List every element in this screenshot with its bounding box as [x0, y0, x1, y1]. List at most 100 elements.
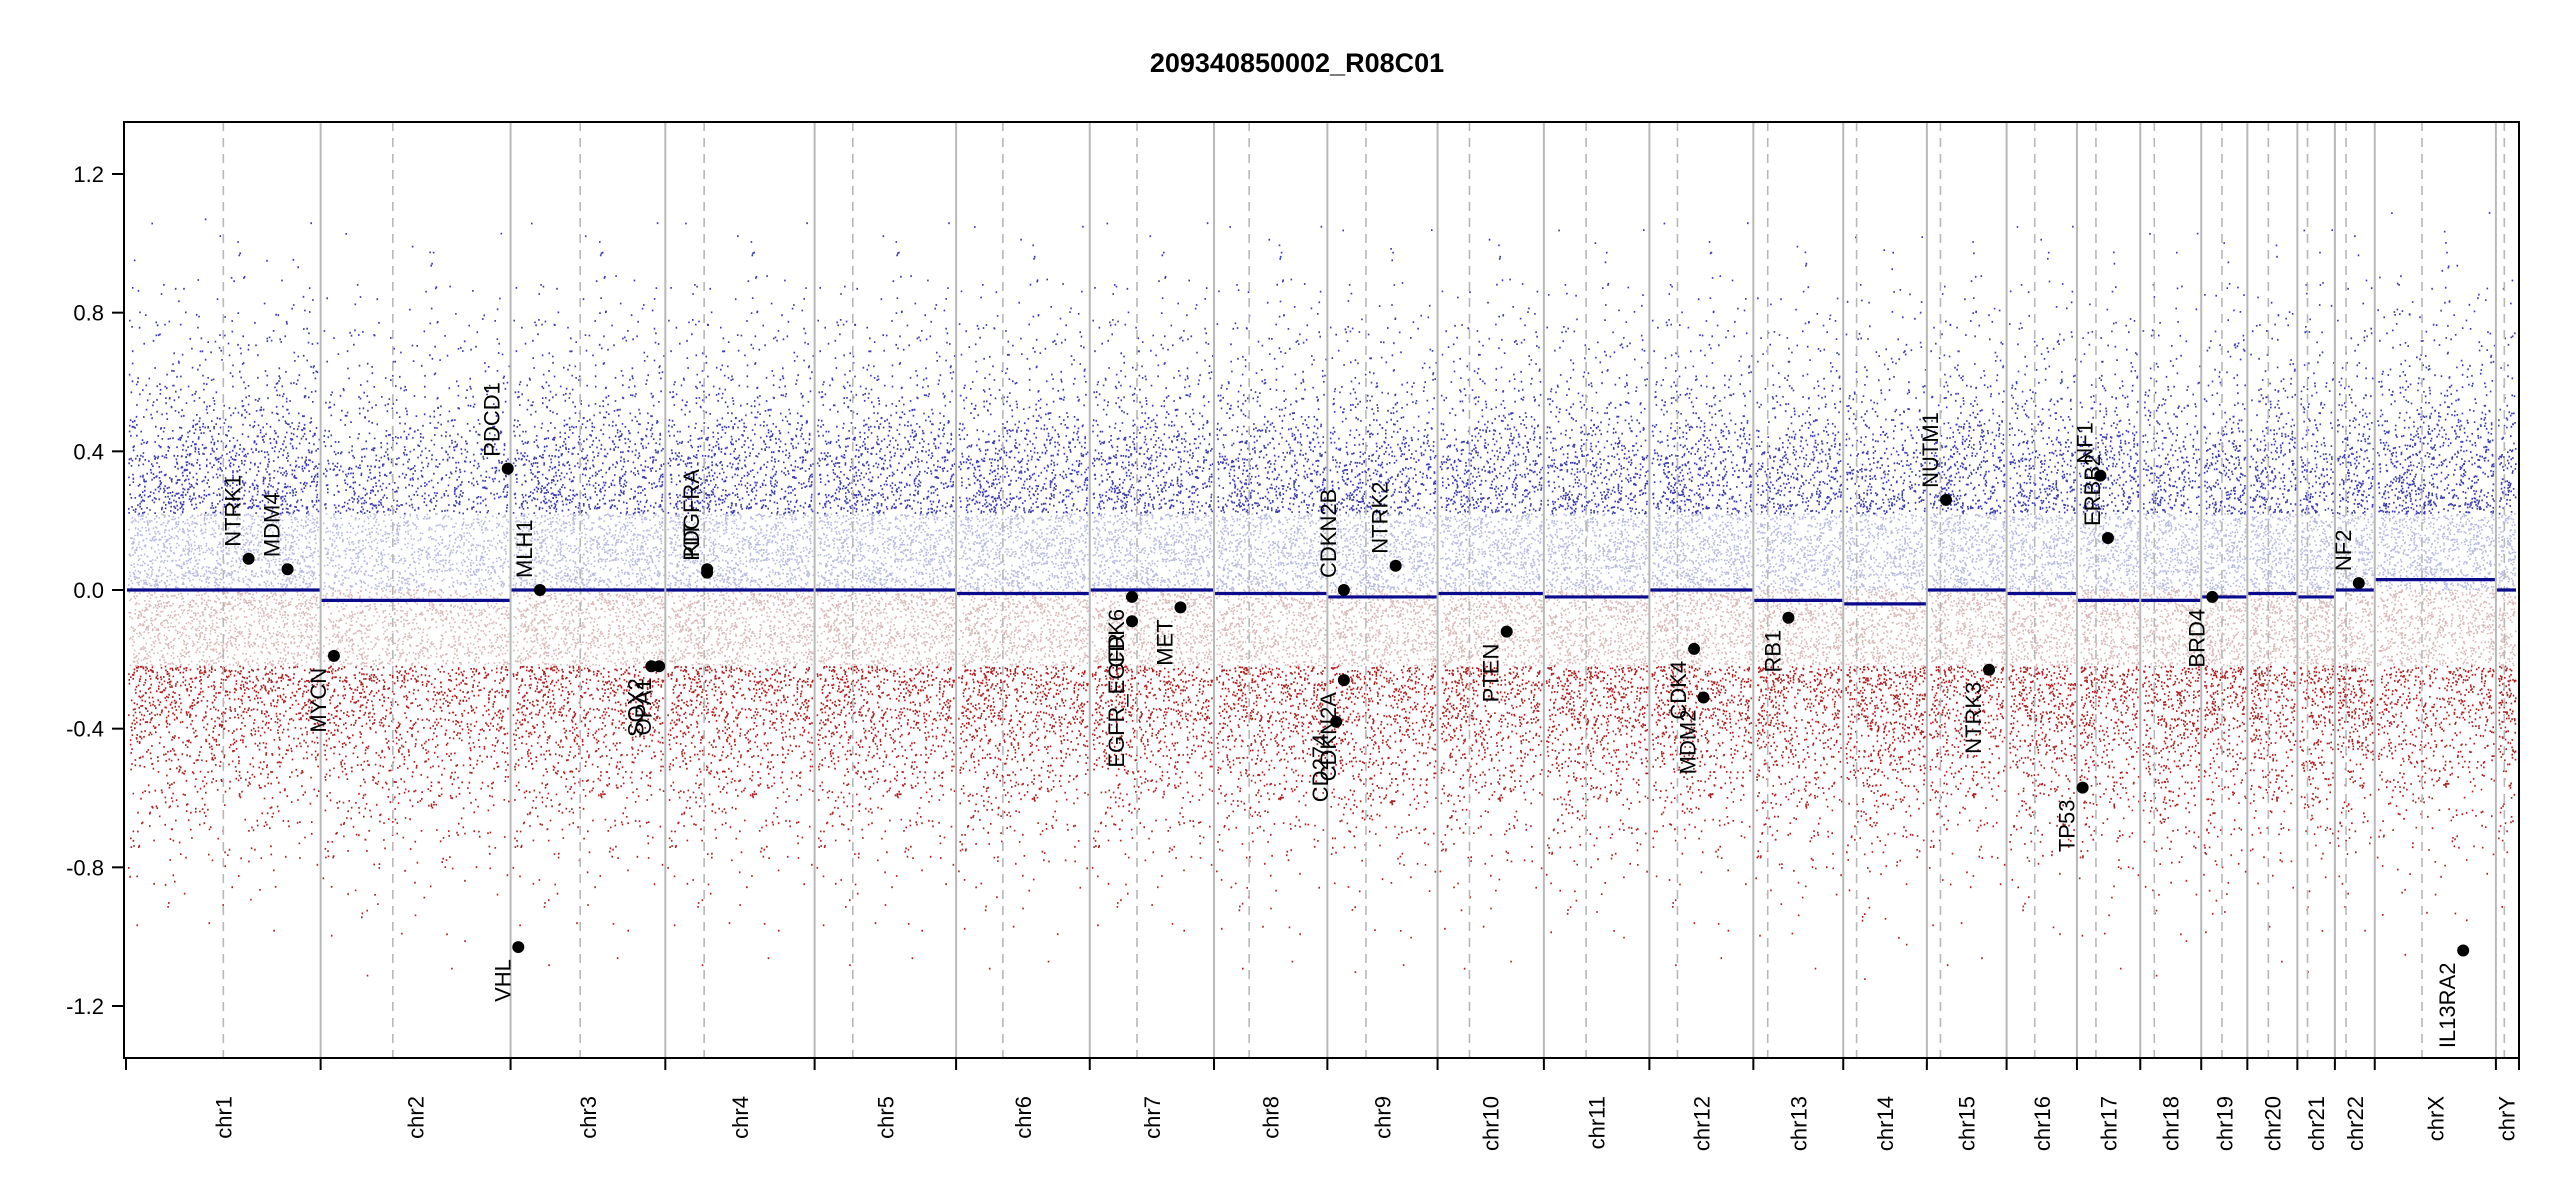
- gene-point-VHL: [512, 941, 525, 954]
- x-tick-label-chr22: chr22: [2343, 1096, 2368, 1151]
- points-layer: [128, 211, 2517, 980]
- gene-point-NF1: [2094, 469, 2107, 482]
- gene-point-NTRK1: [242, 552, 255, 565]
- gene-label-ERBB2: ERBB2: [2080, 454, 2105, 526]
- gain-points-light: [128, 513, 2517, 591]
- x-tick-label-chr4: chr4: [728, 1096, 753, 1139]
- x-tick-label-chr18: chr18: [2159, 1096, 2184, 1151]
- y-tick-label: 0.8: [73, 301, 104, 326]
- y-tick-label: 0.0: [73, 578, 104, 603]
- gene-label-IL13RA2: IL13RA2: [2435, 963, 2460, 1049]
- gene-point-PDCD1: [501, 462, 514, 475]
- x-tick-label-chr9: chr9: [1371, 1096, 1396, 1139]
- gene-label-NTRK2: NTRK2: [1368, 482, 1393, 554]
- y-tick-label: -1.2: [66, 994, 104, 1019]
- gene-label-NTRK3: NTRK3: [1961, 682, 1986, 754]
- gene-point-NUTM1: [1940, 493, 1953, 506]
- gene-point-CDK4: [1688, 642, 1701, 655]
- gene-label-RB1: RB1: [1760, 630, 1785, 673]
- gene-point-MYCN: [327, 649, 340, 662]
- gene-point-NTRK2: [1389, 559, 1402, 572]
- chart-title: 209340850002_R08C01: [1150, 48, 1444, 78]
- x-tick-label-chrX: chrX: [2423, 1096, 2448, 1142]
- x-tick-label-chr21: chr21: [2304, 1096, 2329, 1151]
- gene-label-PDCD1: PDCD1: [480, 382, 505, 457]
- x-tick-label-chr6: chr6: [1011, 1096, 1036, 1139]
- gene-point-ERBB2: [2101, 532, 2114, 544]
- x-tick-label-chr13: chr13: [1786, 1096, 1811, 1151]
- gene-point-OPA1: [653, 660, 666, 673]
- gene-point-BRD4: [2206, 590, 2219, 603]
- gene-label-TP53: TP53: [2055, 800, 2080, 853]
- x-tick-label-chr15: chr15: [1955, 1096, 1980, 1151]
- gene-label-NF1: NF1: [2072, 422, 2097, 464]
- x-tick-label-chr11: chr11: [1585, 1096, 1610, 1149]
- gene-label-SOX2: SOX2: [623, 678, 648, 737]
- gene-label-CDKN2B: CDKN2B: [1316, 489, 1341, 578]
- gene-label-MDM2: MDM2: [1675, 710, 1700, 775]
- gene-label-NF2: NF2: [2331, 530, 2356, 572]
- gene-point-CDKN2B: [1337, 584, 1350, 596]
- x-tick-label-chr2: chr2: [404, 1096, 429, 1139]
- gene-point-MET: [1174, 601, 1187, 614]
- gene-label-NUTM1: NUTM1: [1918, 412, 1943, 488]
- x-tick-label-chr19: chr19: [2212, 1096, 2237, 1151]
- gene-label-PTEN: PTEN: [1479, 644, 1504, 703]
- gene-label-NTRK1: NTRK1: [221, 475, 246, 547]
- gene-label-CDK6: CDK6: [1104, 609, 1129, 668]
- gene-label-EGFR_EGFR: EGFR_EGFR: [1104, 633, 1129, 767]
- gene-label-CD274: CD274: [1308, 734, 1333, 802]
- gene-point-CDK6: [1126, 590, 1139, 603]
- x-tick-label-chr14: chr14: [1873, 1096, 1898, 1151]
- gene-point-RB1: [1782, 611, 1795, 624]
- y-tick-label: -0.4: [66, 717, 104, 742]
- x-tick-label-chr5: chr5: [873, 1096, 898, 1139]
- y-tick-label: 0.4: [73, 439, 104, 464]
- gene-point-PTEN: [1500, 625, 1513, 638]
- gene-label-OPA1: OPA1: [631, 678, 656, 735]
- x-axis: chr1 chr2 chr3 chr4 chr5 chr6 chr7 chr8 chr9 chr1…: [125, 1058, 2520, 1151]
- gain-points: [128, 211, 2517, 515]
- loss-points-light: [128, 589, 2517, 668]
- x-tick-label-chr20: chr20: [2260, 1096, 2285, 1151]
- plot-frame: [123, 121, 2520, 1059]
- gene-point-NTRK3: [1983, 663, 1996, 676]
- gene-point-CDKN2A: [1337, 674, 1350, 687]
- gene-label-VHL: VHL: [490, 959, 515, 1002]
- y-axis: -1.2 -0.8 -0.4 0.0 0.4 0.8 1.2: [66, 162, 124, 1019]
- x-tick-label-chr1: chr1: [211, 1096, 236, 1139]
- loss-points: [128, 665, 2517, 980]
- gene-point-MDM4: [281, 563, 294, 576]
- x-tick-label-chr10: chr10: [1479, 1096, 1504, 1151]
- gene-label-MET: MET: [1153, 619, 1178, 665]
- gene-point-MLH1: [533, 584, 546, 596]
- x-tick-label-chr12: chr12: [1689, 1096, 1714, 1151]
- gene-label-MDM4: MDM4: [260, 492, 285, 557]
- gene-label-CDKN2A: CDKN2A: [1316, 692, 1341, 782]
- gene-point-TP53: [2076, 781, 2089, 794]
- gene-point-MDM2: [1697, 691, 1710, 704]
- y-tick-label: 1.2: [73, 162, 104, 187]
- gene-label-MLH1: MLH1: [512, 519, 537, 578]
- x-tick-label-chr8: chr8: [1259, 1096, 1284, 1139]
- x-tick-label-chr17: chr17: [2097, 1096, 2122, 1151]
- gene-point-NF2: [2352, 577, 2365, 590]
- gene-label-BRD4: BRD4: [2184, 609, 2209, 668]
- gene-point-IL13RA2: [2457, 944, 2470, 957]
- separators-layer: [222, 122, 2506, 1058]
- gene-point-PDGFRA: [701, 566, 714, 579]
- segments-layer: [127, 577, 2516, 606]
- y-tick-label: -0.8: [66, 855, 104, 880]
- gene-label-CDK4: CDK4: [1666, 661, 1691, 720]
- gene-point-CD274: [1330, 715, 1343, 728]
- x-tick-label-chr7: chr7: [1140, 1096, 1165, 1139]
- gene-label-PDGFRA: PDGFRA: [679, 469, 704, 561]
- gene-label-KIT: KIT: [679, 523, 704, 557]
- x-tick-label-chr3: chr3: [576, 1096, 601, 1139]
- x-tick-label-chrY: chrY: [2494, 1096, 2519, 1142]
- gene-label-MYCN: MYCN: [306, 668, 331, 733]
- gene-point-EGFR_EGFR: [1126, 615, 1139, 628]
- x-tick-label-chr16: chr16: [2030, 1096, 2055, 1151]
